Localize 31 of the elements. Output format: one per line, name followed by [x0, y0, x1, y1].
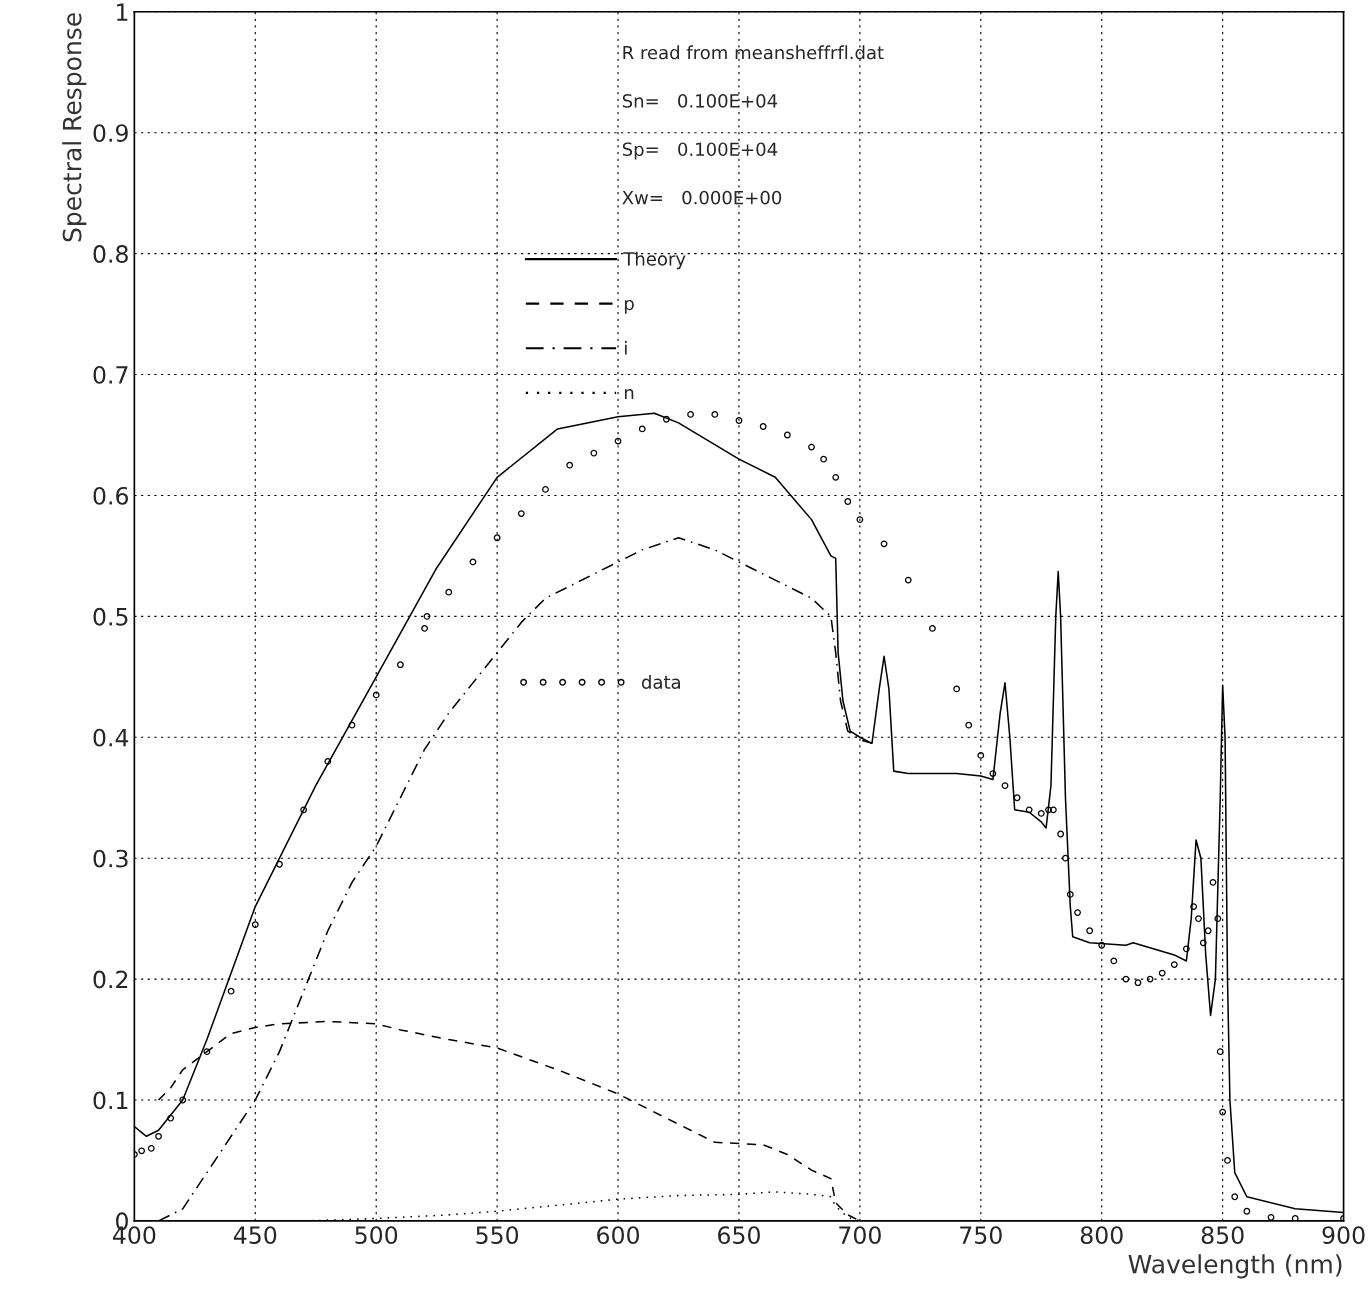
x-tick-label: 900 — [1322, 1226, 1365, 1245]
y-tick-label: 0.3 — [93, 849, 128, 868]
y-tick-label: 1 — [117, 3, 128, 21]
x-tick-label: 850 — [1201, 1226, 1244, 1245]
annotation: Sn= 0.100E+04 — [622, 94, 778, 108]
x-tick-label: 750 — [960, 1226, 1002, 1245]
legend-label: i — [625, 340, 627, 355]
x-tick-label: 550 — [476, 1226, 519, 1245]
x-tick-label: 800 — [1080, 1226, 1123, 1245]
x-tick-label: 600 — [597, 1226, 640, 1245]
y-tick-label: 0.4 — [93, 728, 129, 747]
legend-label: data — [641, 674, 680, 689]
x-tick-label: 700 — [839, 1226, 881, 1245]
annotation: Xw= 0.000E+00 — [622, 190, 782, 205]
x-tick-label: 450 — [233, 1226, 277, 1245]
y-tick-label: 0.9 — [93, 124, 128, 143]
y-tick-label: 0.5 — [93, 607, 128, 626]
legend-label: p — [624, 299, 634, 314]
annotation: R read from meansheffrfl.dat — [623, 45, 884, 60]
legend-label: Theory — [623, 251, 686, 270]
annotation: Sp= 0.100E+04 — [622, 142, 778, 160]
y-tick-label: 0.2 — [93, 970, 128, 989]
y-tick-label: 0.8 — [93, 245, 128, 263]
x-tick-label: 500 — [355, 1226, 398, 1245]
y-axis-title: Spectral Response — [62, 13, 87, 242]
y-tick-label: 0.7 — [93, 365, 128, 384]
x-tick-label: 650 — [718, 1226, 760, 1245]
x-axis-title: Wavelength (nm) — [1128, 1254, 1342, 1279]
y-tick-label: 0.6 — [93, 486, 129, 505]
legend-label: n — [624, 389, 634, 400]
y-tick-label: 0.1 — [93, 1091, 128, 1110]
